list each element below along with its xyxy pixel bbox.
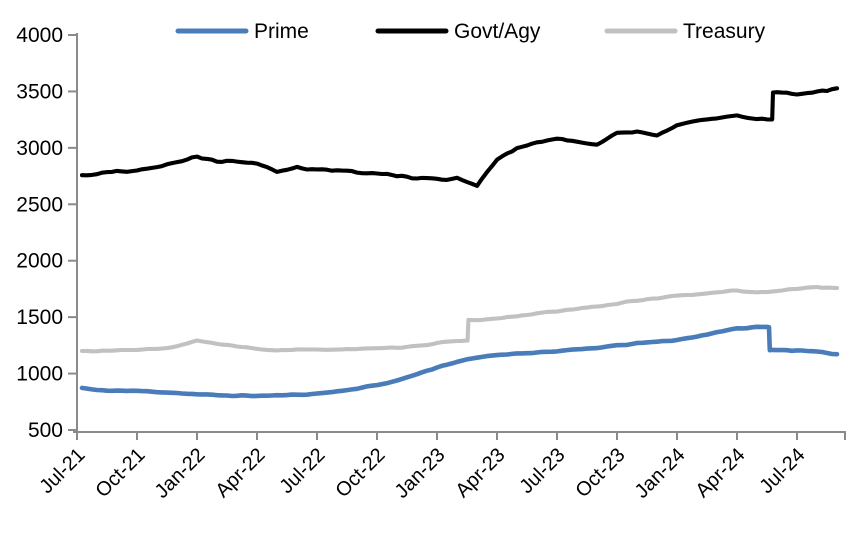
y-tick-label: 2500 — [16, 193, 63, 216]
series-line-prime — [79, 324, 840, 399]
x-tick-label: Jul-22 — [275, 444, 329, 498]
y-tick-label: 3000 — [16, 137, 63, 160]
x-tick-label: Jul-24 — [755, 444, 809, 498]
x-tick-label: Apr-24 — [692, 444, 750, 502]
legend-item-prime: Prime — [175, 20, 309, 43]
series-line-treasury — [79, 284, 840, 354]
y-tick-label: 1000 — [16, 363, 63, 386]
x-tick-label: Jan-24 — [631, 444, 690, 503]
y-tick-label: 500 — [28, 419, 63, 442]
x-tick-label: Oct-23 — [572, 444, 630, 502]
legend-label-treasury: Treasury — [683, 20, 766, 43]
y-tick-label: 3500 — [16, 80, 63, 103]
x-tick-label: Oct-22 — [332, 444, 390, 502]
legend-item-govt-agy: Govt/Agy — [375, 20, 541, 43]
x-tick-label: Jul-21 — [35, 444, 89, 498]
x-tick-label: Apr-22 — [212, 444, 270, 502]
y-tick-label: 1500 — [16, 306, 63, 329]
x-tick-label: Oct-21 — [92, 444, 150, 502]
series-line-govt-agy — [79, 86, 840, 188]
x-tick-label: Jan-23 — [391, 444, 450, 503]
legend-label-prime: Prime — [254, 20, 309, 43]
y-tick-label: 2000 — [16, 250, 63, 273]
x-tick-label: Jul-23 — [515, 444, 569, 498]
y-tick-label: 4000 — [16, 24, 63, 47]
x-tick-label: Jan-22 — [151, 444, 210, 503]
legend-label-govt-agy: Govt/Agy — [454, 20, 541, 43]
legend-item-treasury: Treasury — [604, 20, 766, 43]
x-tick-label: Apr-23 — [452, 444, 510, 502]
